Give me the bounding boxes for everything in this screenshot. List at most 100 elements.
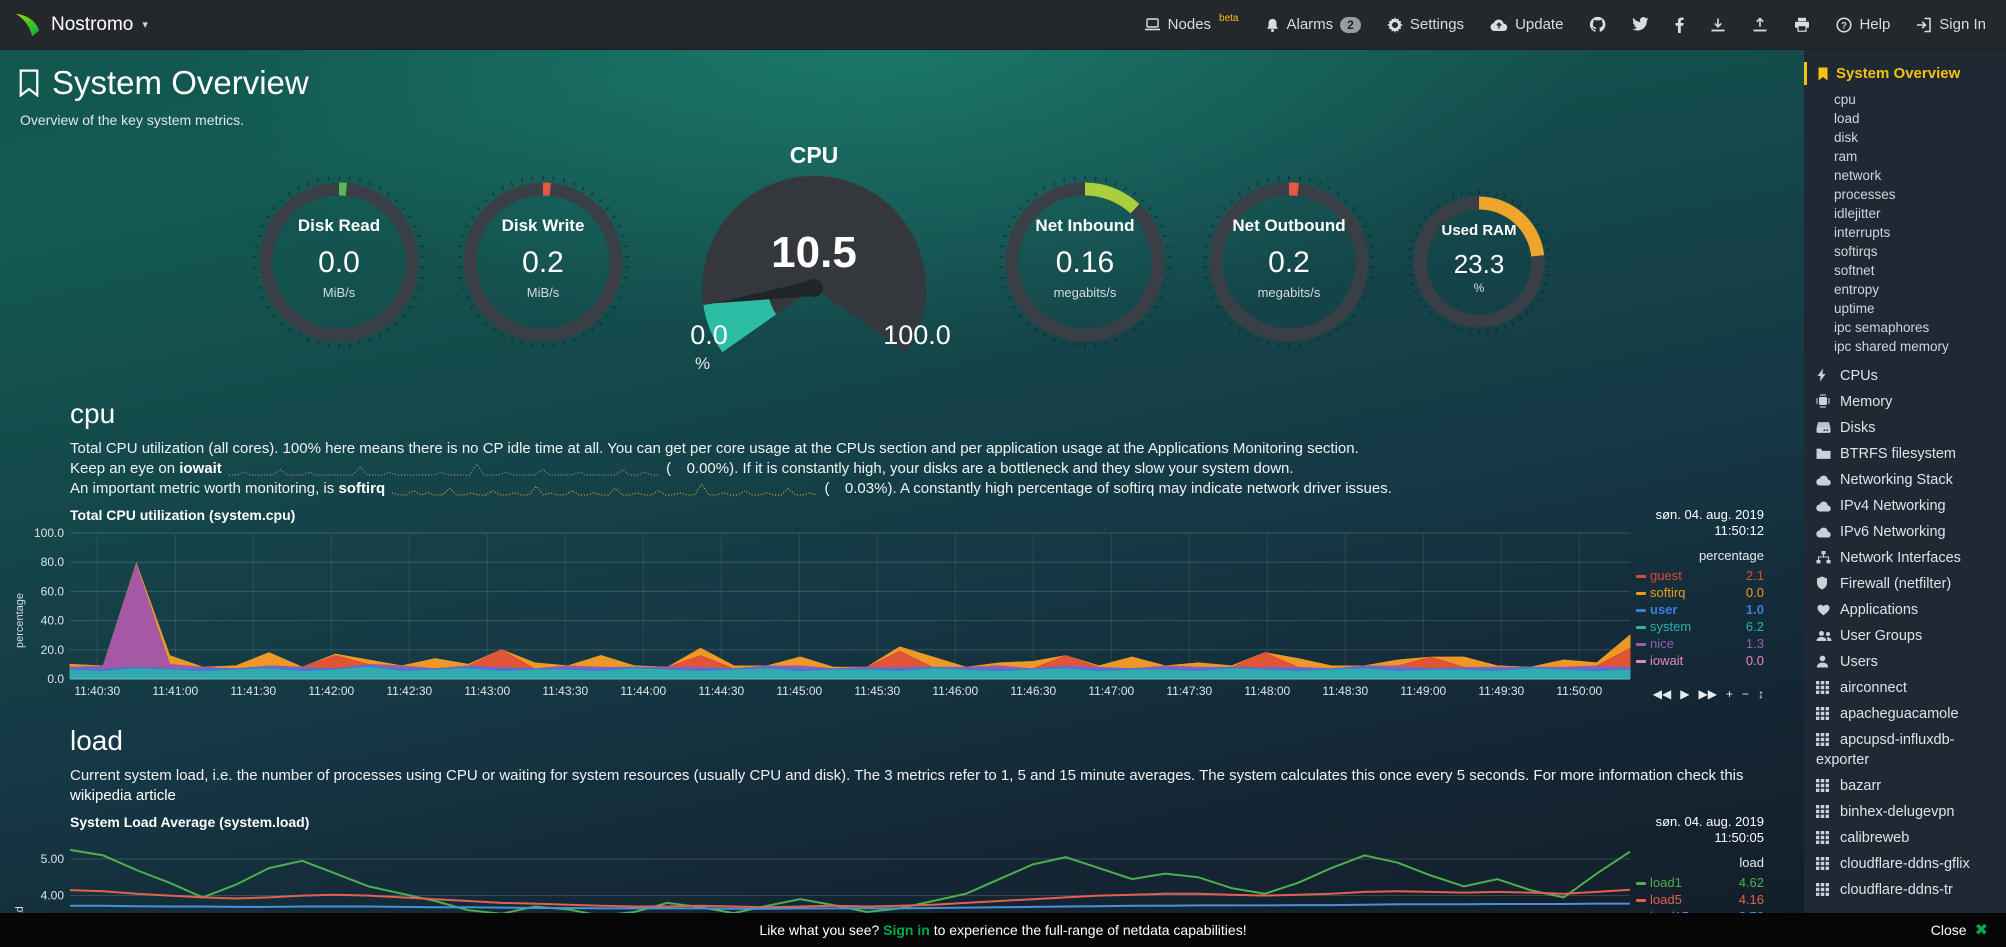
legend-guest[interactable]: guest 2.1 (1636, 567, 1764, 584)
cpu-chart-legend-panel: søn. 04. aug. 2019 11:50:12 percentage g… (1636, 507, 1764, 701)
sidebar-item-bazarr[interactable]: bazarr (1804, 773, 2006, 799)
legend-load1[interactable]: load1 4.62 (1636, 874, 1764, 891)
sidebar-item-user-groups[interactable]: User Groups (1804, 623, 2006, 649)
banner-close-button[interactable]: Close ✖ (1930, 922, 1988, 939)
sidebar-subitem-network[interactable]: network (1834, 168, 1882, 183)
gauge-used-ram[interactable]: Used RAM 23.3% (1405, 188, 1553, 336)
gauge-disk-read[interactable]: Disk Read 0.0 MiB/s (251, 174, 427, 350)
sidebar-subitem-entropy[interactable]: entropy (1834, 282, 1880, 297)
sidebar-item-system-overview[interactable]: System Overview (1804, 62, 2006, 85)
sidebar-item-cloudflare-ddns-tr[interactable]: cloudflare-ddns-tr (1804, 877, 2006, 903)
sidebar-item-disks[interactable]: Disks (1804, 415, 2006, 441)
laptop-icon (1144, 17, 1161, 32)
legend-load5[interactable]: load5 4.16 (1636, 891, 1764, 908)
chart-forward-button[interactable]: ▶▶ (1698, 687, 1717, 701)
nav-print[interactable] (1794, 17, 1810, 32)
gauge-cpu[interactable]: CPU 10.5 0.0 100.0% (659, 142, 969, 382)
brand[interactable]: Nostromo ▾ (14, 12, 148, 38)
bolt-icon (1816, 368, 1834, 382)
nav-github[interactable] (1589, 16, 1606, 33)
sidebar-item-apacheguacamole[interactable]: apacheguacamole (1804, 701, 2006, 727)
iowait-sparkline[interactable] (228, 462, 659, 477)
sidebar-item-firewall-netfilter-[interactable]: Firewall (netfilter) (1804, 571, 2006, 597)
svg-text:4.00: 4.00 (41, 889, 65, 903)
sidebar-subitem-ram[interactable]: ram (1834, 149, 1858, 164)
cpu-chart-canvas[interactable]: 11:40:30 11:41:00 11:41:30 11:42:00 11:42:30… (18, 527, 1636, 701)
sidebar-item-network-interfaces[interactable]: Network Interfaces (1804, 545, 2006, 571)
cpu-gauge-title: CPU (789, 142, 839, 168)
sidebar-subitem-disk[interactable]: disk (1834, 130, 1859, 145)
sidebar-item-airconnect[interactable]: airconnect (1804, 675, 2006, 701)
sidebar-subitem-ipc-semaphores[interactable]: ipc semaphores (1834, 320, 1930, 335)
gauge-net-inbound[interactable]: Net Inbound 0.16 megabits/s (997, 174, 1173, 350)
sidebar-subitem-processes[interactable]: processes (1834, 187, 1896, 202)
chart-zoom-in-button[interactable]: + (1725, 687, 1733, 701)
legend-softirq[interactable]: softirq 0.0 (1636, 584, 1764, 601)
sidebar-subitem-softirqs[interactable]: softirqs (1834, 244, 1878, 259)
sidebar-subitem-idlejitter[interactable]: idlejitter (1834, 206, 1881, 221)
softirq-label: softirq (338, 480, 386, 497)
svg-text:11:43:00: 11:43:00 (464, 684, 510, 698)
sidebar-item-cpus[interactable]: CPUs (1804, 363, 2006, 389)
sidebar-item-calibreweb[interactable]: calibreweb (1804, 825, 2006, 851)
sidebar-item-cloudflare-ddns-gflix[interactable]: cloudflare-ddns-gflix (1804, 851, 2006, 877)
network-icon (1816, 551, 1834, 564)
signin-icon (1916, 17, 1932, 33)
sidebar-subitem-uptime[interactable]: uptime (1834, 301, 1875, 316)
chart-backward-button[interactable]: ◀◀ (1652, 687, 1672, 701)
sidebar-subitem-interrupts[interactable]: interrupts (1834, 225, 1891, 240)
nav-twitter[interactable] (1632, 17, 1649, 32)
nav-alarms[interactable]: Alarms 2 (1265, 16, 1361, 33)
wikipedia-link[interactable]: wikipedia article (70, 787, 176, 804)
legend-user[interactable]: user 1.0 (1636, 601, 1764, 618)
nav-download[interactable] (1710, 17, 1726, 33)
load-chart-unit: load (1739, 855, 1764, 870)
nav-upload[interactable] (1752, 16, 1768, 33)
sidebar-item-binhex-delugevpn[interactable]: binhex-delugevpn (1804, 799, 2006, 825)
iowait-value: 0.00% (686, 460, 730, 477)
sidebar-item-btrfs-filesystem[interactable]: BTRFS filesystem (1804, 441, 2006, 467)
section-cpu: cpu Total CPU utilization (all cores). 1… (0, 398, 1804, 701)
chart-resize-button[interactable]: ↕ (1758, 687, 1764, 701)
main-content: System Overview Overview of the key syst… (0, 50, 1804, 947)
folder-icon (1816, 447, 1834, 460)
sidebar-item-ipv4-networking[interactable]: IPv4 Networking (1804, 493, 2006, 519)
question-icon: ? (1836, 16, 1852, 33)
sidebar-item-apcupsd-influxdb-exporter[interactable]: apcupsd-influxdb-exporter (1816, 732, 1955, 768)
sidebar-item-applications[interactable]: Applications (1804, 597, 2006, 623)
svg-text:20.0: 20.0 (41, 643, 65, 657)
nav-help[interactable]: ? Help (1836, 16, 1890, 33)
cloud-icon (1816, 501, 1834, 512)
close-icon: ✖ (1974, 922, 1988, 939)
nav-signin[interactable]: Sign In (1916, 16, 1986, 33)
legend-iowait[interactable]: iowait 0.0 (1636, 652, 1764, 669)
chevron-down-icon: ▾ (142, 19, 148, 31)
grid-icon (1816, 779, 1834, 792)
gauge-disk-write[interactable]: Disk Write 0.2 MiB/s (455, 174, 631, 350)
nav-nodes[interactable]: Nodes beta (1144, 13, 1239, 33)
gauge-title: Net Outbound (1232, 216, 1346, 236)
sidebar-subitem-load[interactable]: load (1834, 111, 1860, 126)
legend-nice[interactable]: nice 1.3 (1636, 635, 1764, 652)
nav-update[interactable]: Update (1490, 16, 1563, 33)
sidebar: System Overview cpu load disk ram network proc… (1804, 50, 2006, 947)
svg-text:5.00: 5.00 (41, 852, 65, 866)
sidebar-item-users[interactable]: Users (1804, 649, 2006, 675)
beta-badge: beta (1219, 13, 1239, 24)
sidebar-subitem-cpu[interactable]: cpu (1834, 92, 1856, 107)
nav-facebook[interactable] (1675, 16, 1685, 33)
sidebar-subitem-softnet[interactable]: softnet (1834, 263, 1875, 278)
sidebar-subitem-ipc-shared-memory[interactable]: ipc shared memory (1834, 339, 1949, 354)
sidebar-item-ipv6-networking[interactable]: IPv6 Networking (1804, 519, 2006, 545)
sidebar-item-memory[interactable]: Memory (1804, 389, 2006, 415)
signin-link[interactable]: Sign in (883, 922, 930, 938)
chart-play-button[interactable]: ▶ (1680, 687, 1690, 701)
chart-zoom-out-button[interactable]: − (1741, 687, 1749, 701)
gauge-net-outbound[interactable]: Net Outbound 0.2 megabits/s (1201, 174, 1377, 350)
sidebar-item-networking-stack[interactable]: Networking Stack (1804, 467, 2006, 493)
softirq-sparkline[interactable] (392, 482, 818, 497)
nav-settings[interactable]: Settings (1386, 16, 1464, 33)
navbar-menu: Nodes beta Alarms 2 Settings Update ? Help Sign … (1144, 13, 1986, 33)
grid-icon (1816, 681, 1834, 694)
legend-system[interactable]: system 6.2 (1636, 618, 1764, 635)
